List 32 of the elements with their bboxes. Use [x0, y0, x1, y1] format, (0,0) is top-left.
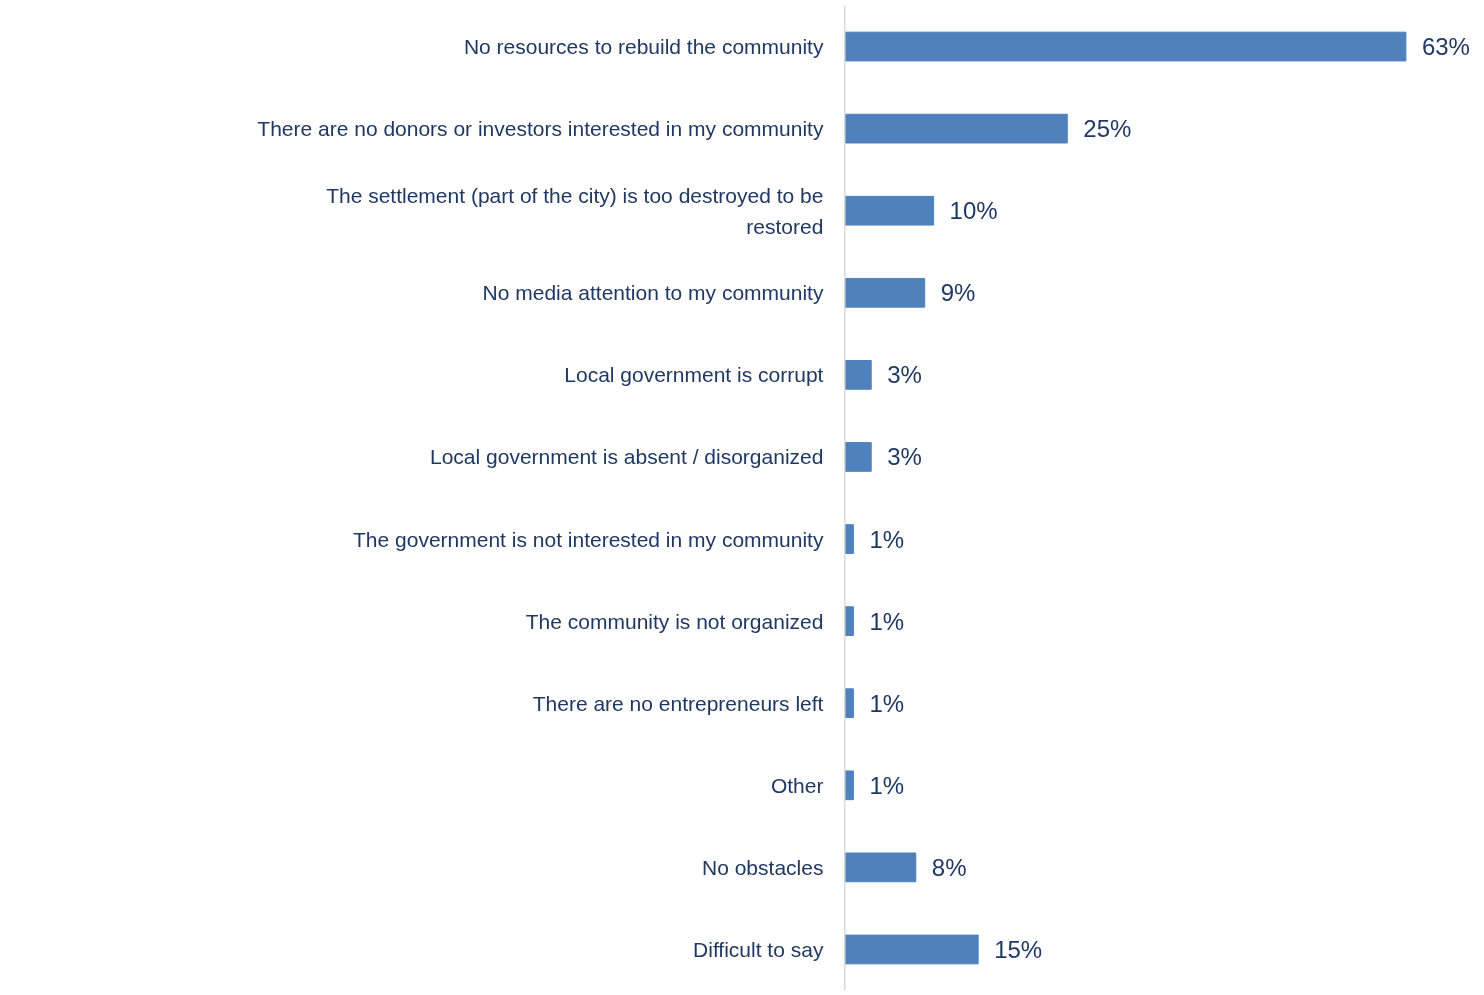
- y-tick-label: No media attention to my community: [482, 281, 824, 305]
- y-tick-label: Local government is corrupt: [564, 363, 824, 387]
- y-tick-label: The community is not organized: [525, 609, 824, 633]
- bar: [844, 442, 872, 472]
- y-tick-label: There are no entrepreneurs left: [532, 691, 824, 715]
- data-label: 3%: [887, 361, 922, 389]
- y-tick-label: No obstacles: [702, 855, 824, 879]
- data-label: 25%: [1083, 115, 1132, 143]
- y-tick-label: The government is not interested in my community: [353, 527, 824, 551]
- data-label: 1%: [869, 689, 905, 717]
- y-tick-label: There are no donors or investors interested in my community: [257, 117, 824, 141]
- data-label: 15%: [994, 935, 1043, 963]
- y-tick-label: Difficult to say: [693, 937, 824, 961]
- bar: [844, 113, 1068, 144]
- bar: [844, 277, 926, 308]
- data-label: 9%: [940, 279, 976, 307]
- data-label: 8%: [931, 853, 967, 881]
- y-tick-label: The settlement (part of the city) is too destroyed to be restored: [326, 183, 824, 238]
- data-label: 3%: [887, 443, 922, 471]
- bar: [844, 31, 1407, 62]
- data-label: 1%: [869, 525, 905, 553]
- y-tick-label: Local government is absent / disorganized: [430, 445, 824, 469]
- bar: [844, 852, 917, 883]
- bar: [844, 195, 935, 226]
- y-tick-label: No resources to rebuild the community: [463, 35, 824, 59]
- bar: [844, 360, 872, 390]
- data-label: 63%: [1421, 33, 1470, 61]
- data-label: 1%: [869, 607, 905, 635]
- data-label: 1%: [869, 771, 905, 799]
- bar: [844, 934, 979, 965]
- y-tick-label: Other: [770, 773, 824, 797]
- data-label: 10%: [949, 197, 998, 225]
